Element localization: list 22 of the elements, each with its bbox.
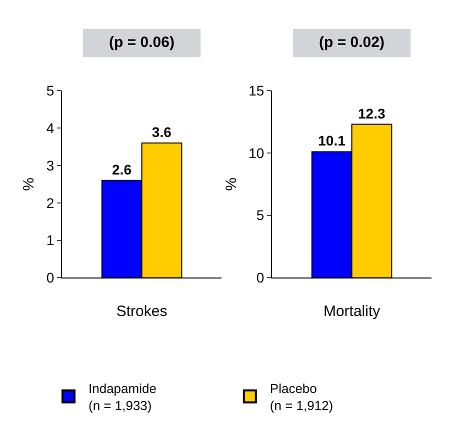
y-tick-label: 15 xyxy=(248,82,264,98)
y-axis-title: % xyxy=(20,177,38,191)
y-tick-label: 5 xyxy=(256,207,264,224)
chart-title: (p = 0.02) xyxy=(319,34,384,51)
data-label: 2.6 xyxy=(112,161,132,178)
y-tick-label: 0 xyxy=(256,270,264,286)
chart-title: (p = 0.06) xyxy=(109,34,174,51)
y-tick-label: 10 xyxy=(248,144,264,161)
legend-label: Indapamide (n = 1,933) xyxy=(88,381,156,413)
y-tick-label: 4 xyxy=(46,120,54,136)
y-tick-label: 3 xyxy=(46,157,54,174)
data-label: 3.6 xyxy=(152,124,172,140)
x-axis-title: Strokes xyxy=(116,303,168,320)
data-label: 10.1 xyxy=(318,132,346,149)
x-axis-title: Mortality xyxy=(323,303,381,320)
y-tick-label: 2 xyxy=(46,194,54,211)
legend-label: Placebo (n = 1,912) xyxy=(270,381,334,413)
y-tick-label: 0 xyxy=(46,270,54,286)
y-tick-label: 1 xyxy=(46,232,54,248)
y-axis-title: % xyxy=(222,177,240,191)
y-tick-label: 5 xyxy=(46,82,54,98)
data-label: 12.3 xyxy=(358,105,386,122)
